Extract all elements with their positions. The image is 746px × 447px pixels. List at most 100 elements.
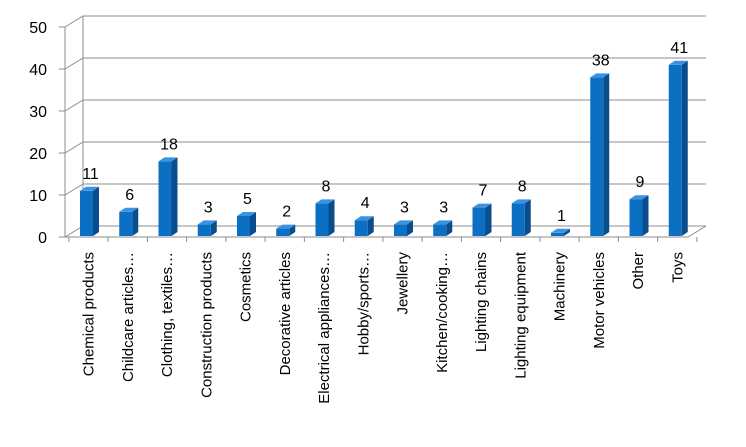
data-label: 38 bbox=[592, 52, 610, 69]
bar-top-face bbox=[315, 199, 335, 204]
category-label: Machinery bbox=[552, 252, 569, 322]
y-tick-label: 20 bbox=[29, 146, 47, 163]
data-label: 8 bbox=[518, 178, 527, 195]
gridline bbox=[64, 15, 706, 28]
category-label: Lighting equipment bbox=[512, 251, 529, 379]
bar-top-face bbox=[80, 186, 99, 191]
bar-side-face bbox=[524, 199, 531, 236]
bar bbox=[629, 195, 649, 236]
category-labels: Chemical products Childcare articles… Clot… bbox=[81, 251, 687, 404]
y-tick-label: 30 bbox=[29, 104, 47, 121]
bar-side-face bbox=[642, 195, 649, 236]
bar-front-face bbox=[433, 224, 447, 236]
bar-top-face bbox=[551, 228, 570, 233]
bar-front-face bbox=[276, 228, 290, 236]
bar-side-face bbox=[93, 186, 99, 236]
bar-side-face bbox=[446, 220, 453, 236]
bar-top-face bbox=[394, 220, 413, 225]
category-label: Decorative articles bbox=[277, 252, 294, 375]
category-label: Jewellery bbox=[395, 252, 412, 315]
data-label: 8 bbox=[322, 178, 331, 195]
bar-side-face bbox=[171, 157, 178, 236]
bar-top-face bbox=[237, 212, 256, 216]
data-label: 1 bbox=[557, 208, 566, 225]
bar-top-face bbox=[276, 224, 296, 229]
bar bbox=[276, 224, 296, 236]
bar bbox=[119, 207, 139, 236]
bar bbox=[237, 212, 256, 236]
y-tick-label: 10 bbox=[29, 188, 47, 205]
data-label: 3 bbox=[204, 199, 213, 216]
bar-side-face bbox=[485, 203, 492, 236]
bar-top-face bbox=[668, 60, 688, 65]
data-label: 3 bbox=[439, 199, 448, 216]
y-tick-label: 40 bbox=[29, 62, 47, 79]
category-label: Cosmetics bbox=[238, 252, 255, 322]
bar-side-face bbox=[210, 220, 217, 236]
bar-side-face bbox=[564, 228, 570, 236]
bar-front-face bbox=[629, 199, 643, 236]
gridline bbox=[64, 99, 706, 112]
bar-front-face bbox=[197, 224, 211, 236]
data-label: 41 bbox=[670, 40, 688, 57]
data-label: 5 bbox=[243, 191, 252, 208]
bar bbox=[472, 203, 492, 236]
category-label: Kitchen/cooking… bbox=[434, 252, 451, 373]
bar-front-face bbox=[511, 203, 525, 236]
bar-top-face bbox=[354, 216, 374, 221]
bar bbox=[315, 199, 335, 236]
category-label: Childcare articles… bbox=[120, 252, 137, 382]
bar-front-face bbox=[472, 207, 486, 236]
bar bbox=[354, 216, 374, 236]
bar-side-face bbox=[250, 212, 256, 236]
x-axis-line bbox=[65, 225, 707, 238]
category-label: Motor vehicles bbox=[591, 252, 608, 349]
bar bbox=[590, 73, 610, 237]
bar-front-face bbox=[394, 224, 407, 236]
bar-top-face bbox=[472, 203, 492, 208]
data-label: 3 bbox=[400, 199, 409, 216]
category-label: Electrical appliances… bbox=[316, 252, 333, 404]
bar-top-face bbox=[590, 73, 610, 78]
bar-front-face bbox=[119, 211, 133, 236]
bar-top-face bbox=[158, 157, 178, 162]
bar-top-face bbox=[197, 220, 217, 225]
y-tick-label: 0 bbox=[38, 230, 47, 247]
bar-top-face bbox=[433, 220, 453, 225]
bar-front-face bbox=[237, 216, 250, 236]
bar-side-face bbox=[132, 207, 139, 236]
bar-side-face bbox=[367, 216, 374, 236]
data-label: 18 bbox=[160, 136, 178, 153]
data-label: 11 bbox=[82, 166, 99, 183]
bar bbox=[197, 220, 217, 236]
category-label: Other bbox=[630, 252, 647, 290]
bar-front-face bbox=[354, 220, 368, 236]
bar-front-face bbox=[158, 161, 172, 236]
bar-front-face bbox=[590, 77, 604, 237]
bar-front-face bbox=[668, 64, 682, 236]
category-label: Hobby/sports… bbox=[355, 252, 372, 355]
bar-front-face bbox=[551, 232, 564, 236]
bar-top-face bbox=[511, 199, 531, 204]
bar-front-face bbox=[315, 203, 329, 236]
bar-side-face bbox=[681, 60, 688, 236]
data-label: 4 bbox=[361, 195, 370, 212]
category-label: Clothing, textiles… bbox=[159, 252, 176, 377]
category-label: Construction products bbox=[198, 252, 215, 398]
bar bbox=[668, 60, 688, 236]
bar bbox=[433, 220, 453, 236]
bar-side-face bbox=[328, 199, 335, 236]
bar bbox=[511, 199, 531, 236]
bar bbox=[80, 186, 99, 236]
data-labels: 11 6 18 3 5 2 8 4 3 3 7 8 1 38 9 41 bbox=[82, 40, 688, 225]
data-label: 6 bbox=[125, 187, 134, 204]
bar bbox=[551, 228, 570, 236]
bar-front-face bbox=[80, 190, 93, 236]
bar-side-face bbox=[603, 73, 610, 237]
bar bbox=[158, 157, 178, 236]
bar-top-face bbox=[629, 195, 649, 200]
bars bbox=[80, 60, 688, 237]
y-axis-tick-labels: 0 10 20 30 40 50 bbox=[29, 20, 47, 247]
bar-side-face bbox=[407, 220, 413, 236]
